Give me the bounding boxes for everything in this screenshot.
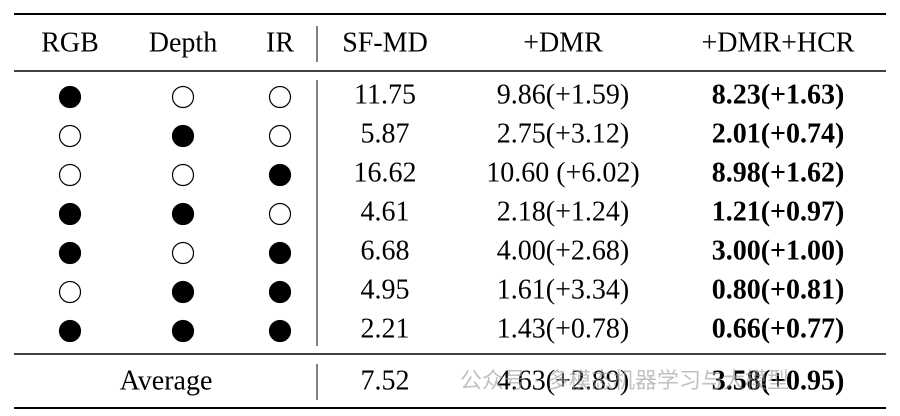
modality-indicator [171, 163, 195, 187]
modality-indicator [268, 163, 292, 187]
column-header: +DMR+HCR [702, 27, 855, 58]
cell: 10.60 (+6.02) [486, 157, 639, 188]
modality-indicator [268, 202, 292, 226]
modality-indicator [171, 241, 195, 265]
cell: 2.01(+0.74) [712, 118, 845, 149]
cell: 6.68 [361, 235, 410, 266]
cell: 2.21 [361, 313, 410, 344]
modality-indicator [268, 319, 292, 343]
cell: 0.66(+0.77) [712, 313, 845, 344]
cell: 3.00(+1.00) [712, 235, 845, 266]
modality-indicator [171, 124, 195, 148]
cell: 8.98(+1.62) [712, 157, 845, 188]
modality-indicator [58, 319, 82, 343]
cell: 5.87 [361, 118, 410, 149]
cell: 0.80(+0.81) [712, 274, 845, 305]
cell: 4.61 [361, 196, 410, 227]
column-header: SF-MD [342, 27, 428, 58]
cell: 8.23(+1.63) [712, 79, 845, 110]
modality-indicator [58, 241, 82, 265]
cell: 2.75(+3.12) [497, 118, 629, 149]
column-header: IR [266, 27, 294, 58]
cell: 16.62 [354, 157, 417, 188]
cell: 4.00(+2.68) [497, 235, 629, 266]
column-header: RGB [41, 27, 99, 58]
modality-indicator [268, 280, 292, 304]
cell: 4.63(+2.89) [497, 365, 629, 396]
modality-indicator [171, 280, 195, 304]
cell: 11.75 [354, 79, 416, 110]
cell: 7.52 [361, 365, 410, 396]
modality-indicator [268, 124, 292, 148]
cell: 4.95 [361, 274, 410, 305]
cell: 1.43(+0.78) [497, 313, 629, 344]
modality-indicator [171, 319, 195, 343]
cell: 1.61(+3.34) [497, 274, 629, 305]
modality-indicator [268, 241, 292, 265]
modality-indicator [58, 202, 82, 226]
modality-indicator [171, 85, 195, 109]
modality-indicator [268, 85, 292, 109]
modality-indicator [171, 202, 195, 226]
cell: 9.86(+1.59) [497, 79, 629, 110]
modality-indicator [58, 163, 82, 187]
modality-indicator [58, 124, 82, 148]
watermark: 公众号 · 多模态机器学习与大模型 [460, 369, 789, 394]
cell: 2.18(+1.24) [497, 196, 629, 227]
cell: 1.21(+0.97) [712, 196, 845, 227]
column-header: Depth [149, 27, 217, 58]
cell: 3.58(+0.95) [712, 365, 845, 396]
modality-indicator [58, 280, 82, 304]
modality-indicator [58, 85, 82, 109]
row-label: Average [120, 365, 213, 396]
column-header: +DMR [523, 27, 603, 58]
